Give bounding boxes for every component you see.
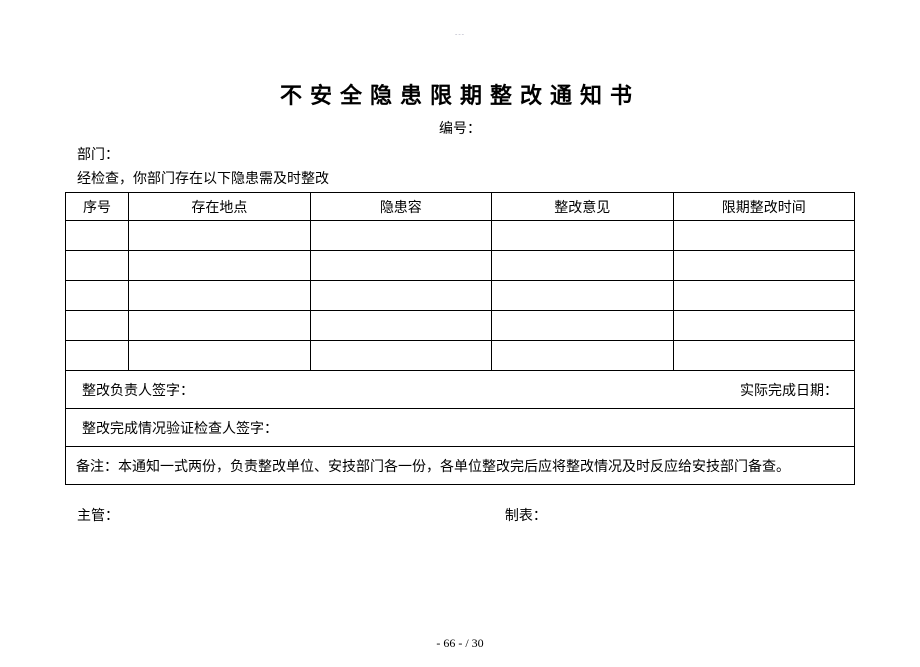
document-page: --- 不安全隐患限期整改通知书 编号： 部门： 经检查，你部门存在以下隐患需及…	[0, 0, 920, 525]
table-row	[66, 341, 855, 371]
table-row	[66, 251, 855, 281]
table-row	[66, 281, 855, 311]
note-row: 备注：本通知一式两份，负责整改单位、安技部门各一份，各单位整改完后应将整改情况及…	[66, 447, 855, 485]
preparer-label: 制表：	[505, 505, 855, 525]
document-title: 不安全隐患限期整改通知书	[65, 78, 855, 110]
footer-signatures: 主管： 制表：	[65, 505, 855, 525]
actual-date-label: 实际完成日期：	[740, 380, 838, 400]
table-header-row: 序号 存在地点 隐患容 整改意见 限期整改时间	[66, 193, 855, 221]
serial-number-label: 编号：	[65, 118, 855, 138]
department-label: 部门：	[65, 144, 855, 164]
note-text: 备注：本通知一式两份，负责整改单位、安技部门各一份，各单位整改完后应将整改情况及…	[76, 460, 790, 475]
intro-text: 经检查，你部门存在以下隐患需及时整改	[65, 168, 855, 188]
col-index: 序号	[66, 193, 129, 221]
verifier-sign-label: 整改完成情况验证检查人签字：	[82, 422, 278, 437]
supervisor-label: 主管：	[77, 505, 505, 525]
signature-row-2: 整改完成情况验证检查人签字：	[66, 409, 855, 447]
col-hazard: 隐患容	[310, 193, 491, 221]
col-deadline: 限期整改时间	[673, 193, 854, 221]
col-opinion: 整改意见	[492, 193, 673, 221]
header-mark: ---	[65, 30, 855, 38]
table-row	[66, 311, 855, 341]
col-location: 存在地点	[129, 193, 310, 221]
signature-row-1: 整改负责人签字： 实际完成日期：	[66, 371, 855, 409]
hazard-table: 序号 存在地点 隐患容 整改意见 限期整改时间 整改负责人签字： 实际完成日期：…	[65, 192, 855, 485]
responsible-sign-label: 整改负责人签字：	[82, 380, 194, 400]
page-number: - 66 - / 30	[0, 636, 920, 651]
table-row	[66, 221, 855, 251]
